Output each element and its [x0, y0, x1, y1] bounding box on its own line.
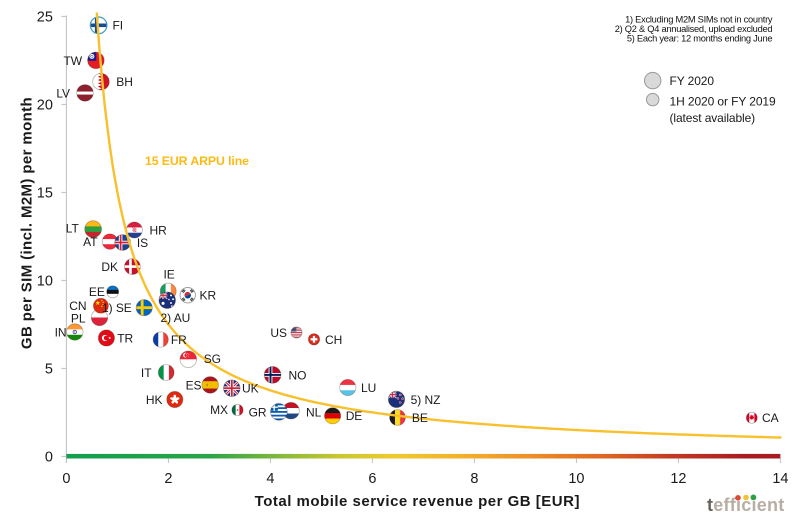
svg-text:12: 12 — [670, 471, 686, 487]
svg-text:5) NZ: 5) NZ — [411, 393, 441, 407]
svg-text:NL: NL — [306, 405, 322, 419]
svg-text:DK: DK — [101, 260, 118, 274]
svg-text:BH: BH — [116, 75, 133, 89]
svg-text:6: 6 — [368, 471, 376, 487]
svg-text:GR: GR — [249, 405, 267, 419]
svg-text:LV: LV — [56, 86, 70, 100]
svg-text:BE: BE — [412, 411, 428, 425]
svg-text:(latest available): (latest available) — [670, 111, 756, 125]
svg-text:LT: LT — [66, 222, 80, 236]
svg-text:1) Excluding M2M SIMs not in c: 1) Excluding M2M SIMs not in country — [625, 14, 773, 24]
svg-text:TW: TW — [63, 54, 82, 68]
svg-text:CH: CH — [325, 333, 342, 347]
svg-text:HK: HK — [146, 393, 163, 407]
svg-text:Total mobile service revenue p: Total mobile service revenue per GB [EUR… — [255, 493, 580, 510]
svg-text:CA: CA — [762, 411, 779, 425]
svg-text:MX: MX — [210, 403, 228, 417]
svg-text:IE: IE — [164, 267, 175, 281]
svg-text:FY 2020: FY 2020 — [670, 74, 715, 88]
svg-text:14: 14 — [772, 471, 788, 487]
svg-text:25: 25 — [37, 10, 53, 26]
svg-text:SG: SG — [204, 352, 221, 366]
svg-text:10: 10 — [568, 471, 584, 487]
svg-text:KR: KR — [200, 289, 217, 303]
svg-text:LU: LU — [361, 381, 376, 395]
svg-text:8: 8 — [470, 471, 478, 487]
svg-text:1H 2020 or FY 2019: 1H 2020 or FY 2019 — [670, 95, 776, 109]
svg-text:IS: IS — [137, 236, 148, 250]
svg-text:US: US — [270, 326, 287, 340]
svg-text:FR: FR — [171, 333, 187, 347]
svg-text:10: 10 — [37, 274, 53, 290]
svg-text:IN: IN — [55, 325, 67, 339]
svg-text:2) Q2 & Q4 annualised, upload: 2) Q2 & Q4 annualised, upload excluded — [615, 24, 773, 34]
svg-text:AT: AT — [83, 235, 98, 249]
svg-text:5: 5 — [45, 362, 53, 378]
svg-text:NO: NO — [289, 368, 307, 382]
svg-text:15: 15 — [37, 186, 53, 202]
svg-text:TR: TR — [117, 331, 133, 345]
svg-text:HR: HR — [150, 223, 168, 237]
svg-text:CN: CN — [69, 299, 86, 313]
svg-text:1) SE: 1) SE — [102, 301, 132, 315]
svg-text:PL: PL — [71, 311, 86, 325]
svg-text:UK: UK — [242, 382, 259, 396]
svg-text:0: 0 — [45, 450, 53, 466]
svg-text:EE: EE — [89, 285, 105, 299]
svg-text:tefficient: tefficient — [707, 495, 785, 515]
svg-text:DE: DE — [346, 409, 363, 423]
svg-text:IT: IT — [141, 366, 152, 380]
svg-text:0: 0 — [62, 471, 70, 487]
svg-text:FI: FI — [113, 19, 124, 33]
svg-text:5) Each year: 12 months ending: 5) Each year: 12 months ending June — [627, 34, 773, 44]
svg-text:2: 2 — [164, 471, 172, 487]
svg-text:15 EUR ARPU line: 15 EUR ARPU line — [145, 154, 249, 168]
svg-text:20: 20 — [37, 98, 53, 114]
svg-text:4: 4 — [266, 471, 274, 487]
svg-text:GB per SIM (incl. M2M) per mon: GB per SIM (incl. M2M) per month — [19, 97, 36, 349]
svg-text:ES: ES — [186, 378, 202, 392]
svg-text:2) AU: 2) AU — [161, 311, 191, 325]
